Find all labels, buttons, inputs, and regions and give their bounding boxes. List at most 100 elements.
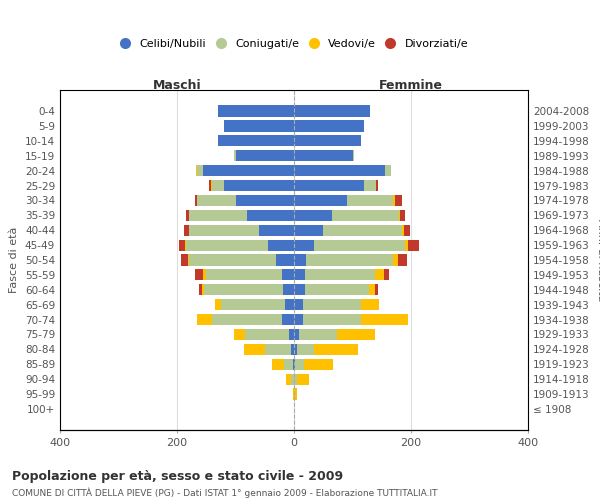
Bar <box>294 314 303 325</box>
Bar <box>304 358 333 370</box>
Bar <box>234 329 245 340</box>
Bar <box>383 270 389 280</box>
Bar <box>303 299 361 310</box>
Bar <box>294 299 303 310</box>
Bar <box>289 329 294 340</box>
Bar <box>294 150 353 162</box>
Bar <box>284 358 293 370</box>
Bar <box>332 210 400 221</box>
Bar <box>234 150 235 162</box>
Bar <box>184 224 188 236</box>
Bar <box>369 284 375 296</box>
Bar <box>297 374 308 385</box>
Bar <box>199 284 202 296</box>
Bar <box>408 240 419 250</box>
Bar <box>188 210 247 221</box>
Y-axis label: Fasce di età: Fasce di età <box>10 227 19 293</box>
Bar <box>286 374 291 385</box>
Bar <box>291 374 294 385</box>
Bar <box>400 210 405 221</box>
Bar <box>186 210 188 221</box>
Y-axis label: Anni di nascita: Anni di nascita <box>596 219 600 301</box>
Bar <box>294 210 332 221</box>
Bar <box>285 299 294 310</box>
Bar <box>293 388 294 400</box>
Bar <box>185 240 186 250</box>
Bar <box>235 195 294 206</box>
Bar <box>294 120 364 132</box>
Bar <box>291 344 294 355</box>
Bar <box>188 254 277 266</box>
Bar <box>394 254 398 266</box>
Bar <box>404 224 410 236</box>
Bar <box>212 314 283 325</box>
Bar <box>314 344 358 355</box>
Bar <box>294 284 305 296</box>
Bar <box>203 270 206 280</box>
Bar <box>268 240 294 250</box>
Bar <box>375 270 383 280</box>
Bar <box>294 329 299 340</box>
Bar <box>179 240 185 250</box>
Bar <box>194 270 203 280</box>
Bar <box>294 165 385 176</box>
Bar <box>224 120 294 132</box>
Bar <box>385 165 391 176</box>
Bar <box>376 180 377 191</box>
Bar <box>361 299 379 310</box>
Bar <box>361 314 408 325</box>
Bar <box>299 329 337 340</box>
Bar <box>197 314 212 325</box>
Bar <box>224 180 294 191</box>
Bar <box>398 254 407 266</box>
Bar <box>218 106 294 117</box>
Bar <box>305 270 375 280</box>
Bar <box>347 195 394 206</box>
Bar <box>181 254 188 266</box>
Bar <box>283 270 294 280</box>
Bar <box>294 374 297 385</box>
Bar <box>211 180 212 191</box>
Bar <box>303 314 361 325</box>
Bar <box>272 358 284 370</box>
Bar <box>394 195 395 206</box>
Bar <box>277 254 294 266</box>
Bar <box>294 195 347 206</box>
Bar <box>196 165 197 176</box>
Bar <box>247 210 294 221</box>
Bar <box>218 135 294 146</box>
Bar <box>244 344 265 355</box>
Bar <box>294 224 323 236</box>
Bar <box>305 284 369 296</box>
Bar <box>202 284 205 296</box>
Bar <box>295 358 304 370</box>
Bar <box>294 240 314 250</box>
Bar <box>212 180 224 191</box>
Bar <box>283 284 294 296</box>
Bar <box>206 270 283 280</box>
Bar <box>209 180 211 191</box>
Bar <box>194 195 197 206</box>
Bar <box>375 284 377 296</box>
Text: COMUNE DI CITTÀ DELLA PIEVE (PG) - Dati ISTAT 1° gennaio 2009 - Elaborazione TUT: COMUNE DI CITTÀ DELLA PIEVE (PG) - Dati … <box>12 488 437 498</box>
Bar <box>294 106 370 117</box>
Bar <box>235 150 294 162</box>
Bar <box>323 224 402 236</box>
Bar <box>294 388 297 400</box>
Bar <box>203 165 294 176</box>
Bar <box>395 195 401 206</box>
Bar <box>297 344 314 355</box>
Bar <box>293 358 294 370</box>
Bar <box>188 224 259 236</box>
Text: Femmine: Femmine <box>379 78 443 92</box>
Legend: Celibi/Nubili, Coniugati/e, Vedovi/e, Divorziati/e: Celibi/Nubili, Coniugati/e, Vedovi/e, Di… <box>115 34 473 53</box>
Bar <box>197 165 203 176</box>
Bar <box>197 195 235 206</box>
Bar <box>364 180 376 191</box>
Bar <box>314 240 405 250</box>
Text: Maschi: Maschi <box>152 78 202 92</box>
Bar <box>294 135 361 146</box>
Bar <box>294 358 295 370</box>
Bar <box>353 150 354 162</box>
Text: Popolazione per età, sesso e stato civile - 2009: Popolazione per età, sesso e stato civil… <box>12 470 343 483</box>
